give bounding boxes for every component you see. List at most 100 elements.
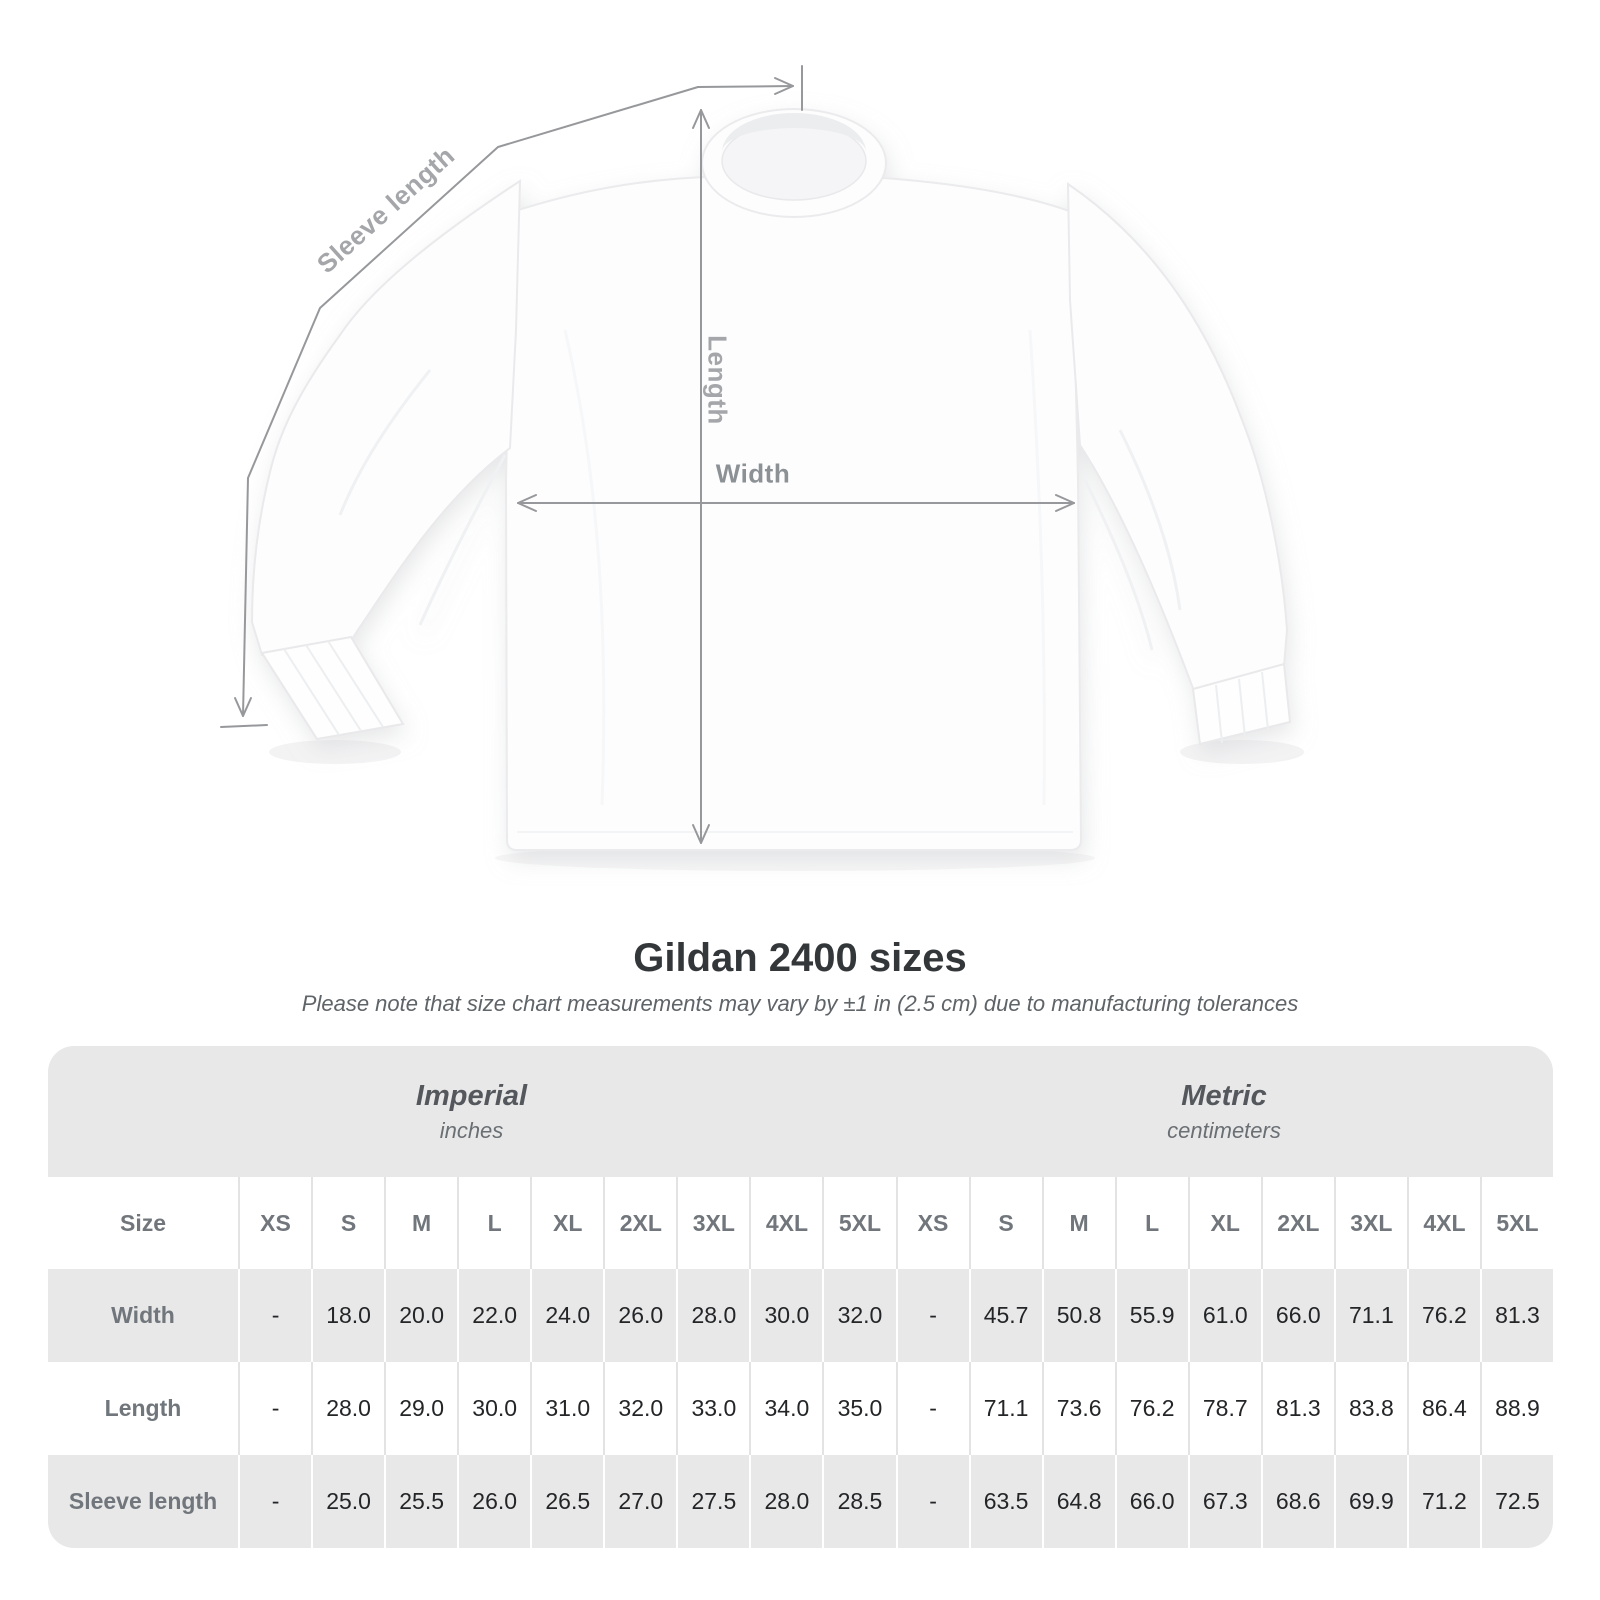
measurement-row: Width -18.0 20.0 22.0 24.0 26.0 28.0 30.0 32.0-4…	[48, 1269, 1553, 1362]
value-cell: 50.8	[1041, 1269, 1115, 1362]
length-down-arrowhead	[692, 824, 710, 844]
size-header-cell: XL	[530, 1177, 603, 1269]
shirt-graphic	[250, 108, 1292, 851]
value-cell: -	[895, 1455, 969, 1548]
size-header-cell: XL	[1187, 1177, 1261, 1269]
value-cell: 63.5	[968, 1455, 1042, 1548]
value-cell: 25.0	[311, 1455, 384, 1548]
tolerance-note: Please note that size chart measurements…	[301, 991, 1299, 1016]
width-left-arrowhead	[517, 494, 537, 512]
value-cell: 81.3	[1479, 1269, 1553, 1362]
value-cell: 24.0	[530, 1269, 603, 1362]
value-cell: 71.1	[1333, 1269, 1407, 1362]
size-header-row: Size XS S M L XL 2XL 3XL 4XL 5XL XS S M L XL 2XL 3XL 4XL 5…	[48, 1177, 1553, 1269]
value-cell: 35.0	[822, 1362, 895, 1455]
value-cell: 28.0	[749, 1455, 822, 1548]
width-right-arrowhead	[1055, 494, 1075, 512]
sleeve-measure-contour	[242, 86, 699, 717]
value-cell: -	[238, 1362, 311, 1455]
shirt-shadow	[269, 740, 1304, 871]
imperial-group-header: Imperial inches	[48, 1046, 895, 1177]
value-cell: 33.0	[676, 1362, 749, 1455]
size-header-cell: M	[1041, 1177, 1115, 1269]
value-cell: 27.5	[676, 1455, 749, 1548]
value-cell: 88.9	[1479, 1362, 1553, 1455]
length-label: Length	[702, 335, 733, 425]
value-cell: 25.5	[384, 1455, 457, 1548]
sleeve-measure-right-arrowhead	[774, 77, 794, 95]
fabric-folds	[338, 329, 1182, 833]
row-label: Sleeve length	[68, 1488, 218, 1514]
size-header-cell: 2XL	[1260, 1177, 1334, 1269]
size-header-cell: XS	[895, 1177, 969, 1269]
size-header-cell: L	[457, 1177, 530, 1269]
size-header-cell: XS	[238, 1177, 311, 1269]
length-up-arrowhead	[692, 109, 710, 129]
value-cell: 32.0	[822, 1269, 895, 1362]
page-title: Gildan 2400 sizes	[633, 936, 967, 980]
value-cell: 30.0	[749, 1269, 822, 1362]
value-cell: 28.5	[822, 1455, 895, 1548]
value-cell: 32.0	[603, 1362, 676, 1455]
imperial-units-label: inches	[439, 1117, 504, 1143]
size-header-cell: 2XL	[603, 1177, 676, 1269]
value-cell: 83.8	[1333, 1362, 1407, 1455]
size-header-cell: 3XL	[676, 1177, 749, 1269]
value-cell: 28.0	[311, 1362, 384, 1455]
value-cell: 55.9	[1114, 1269, 1188, 1362]
measurement-row: Sleeve length -25.0 25.5 26.0 26.5 27.0 27.5 28…	[48, 1455, 1553, 1548]
size-header-cell: 4XL	[1406, 1177, 1480, 1269]
metric-label: Metric	[1181, 1080, 1267, 1113]
size-header-cell: L	[1114, 1177, 1188, 1269]
value-cell: 71.1	[968, 1362, 1042, 1455]
left-cuff-ribs	[283, 640, 384, 736]
value-cell: 26.0	[457, 1455, 530, 1548]
value-cell: 71.2	[1406, 1455, 1480, 1548]
value-cell: 73.6	[1041, 1362, 1115, 1455]
measurement-lines	[220, 65, 1075, 844]
value-cell: 26.5	[530, 1455, 603, 1548]
value-cell: 86.4	[1406, 1362, 1480, 1455]
value-cell: 28.0	[676, 1269, 749, 1362]
unit-group-band: Imperial inches Metric centimeters	[48, 1046, 1553, 1177]
metric-group-header: Metric centimeters	[895, 1046, 1553, 1177]
value-cell: 76.2	[1406, 1269, 1480, 1362]
metric-units-label: centimeters	[1167, 1117, 1281, 1143]
size-column-header: Size	[119, 1209, 167, 1236]
value-cell: -	[238, 1269, 311, 1362]
value-cell: 68.6	[1260, 1455, 1334, 1548]
value-cell: 61.0	[1187, 1269, 1261, 1362]
value-cell: 69.9	[1333, 1455, 1407, 1548]
size-header-cell: 5XL	[1479, 1177, 1553, 1269]
value-cell: 81.3	[1260, 1362, 1334, 1455]
value-cell: 31.0	[530, 1362, 603, 1455]
value-cell: 66.0	[1114, 1455, 1188, 1548]
value-cell: 64.8	[1041, 1455, 1115, 1548]
value-cell: 78.7	[1187, 1362, 1261, 1455]
shirt-left-sleeve	[250, 179, 522, 657]
size-header-cell: 4XL	[749, 1177, 822, 1269]
shirt-body	[504, 175, 1083, 851]
shirt-collar	[701, 108, 887, 218]
sleeve-measure-horizontal	[697, 85, 794, 88]
measurement-row: Length -28.0 29.0 30.0 31.0 32.0 33.0 34.0 35.0-…	[48, 1362, 1553, 1455]
value-cell: -	[238, 1455, 311, 1548]
size-header-cell: 5XL	[822, 1177, 895, 1269]
size-header-cell: S	[968, 1177, 1042, 1269]
imperial-label: Imperial	[415, 1080, 528, 1113]
value-cell: 27.0	[603, 1455, 676, 1548]
value-cell: 26.0	[603, 1269, 676, 1362]
shirt-diagram-svg	[220, 65, 1304, 871]
value-cell: 20.0	[384, 1269, 457, 1362]
value-cell: -	[895, 1269, 969, 1362]
row-label: Width	[111, 1302, 175, 1328]
size-table-rows: Size XS S M L XL 2XL 3XL 4XL 5XL XS S M L XL 2XL 3XL 4XL 5…	[48, 1177, 1553, 1548]
shirt-right-sleeve	[1066, 182, 1289, 693]
size-table: Imperial inches Metric centimeters Size X…	[48, 1046, 1553, 1548]
value-cell: 29.0	[384, 1362, 457, 1455]
size-header-cell: M	[384, 1177, 457, 1269]
value-cell: 18.0	[311, 1269, 384, 1362]
row-label: Length	[104, 1395, 182, 1421]
value-cell: 76.2	[1114, 1362, 1188, 1455]
